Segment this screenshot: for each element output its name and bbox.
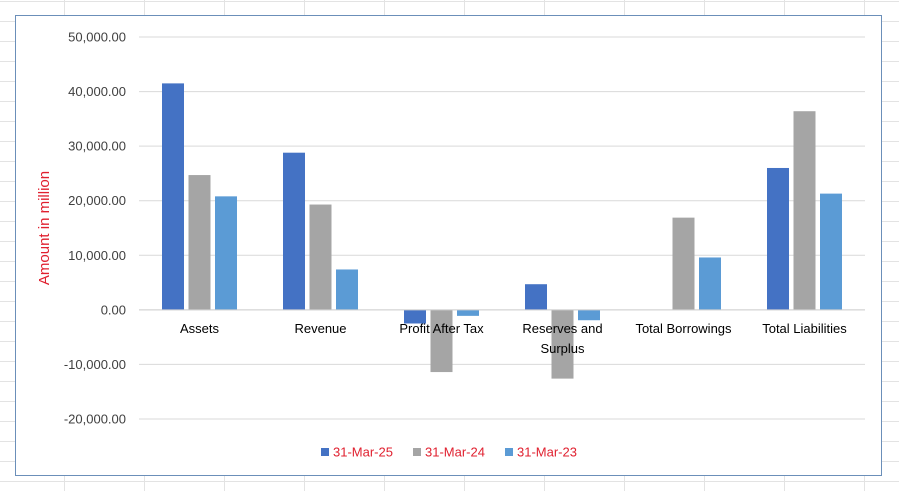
legend-swatch xyxy=(505,448,513,456)
bar[interactable] xyxy=(578,309,600,321)
legend-item[interactable]: 31-Mar-24 xyxy=(413,445,485,460)
chart-area[interactable]: 50,000.00 40,000.00 30,000.00 20,000.00 10,0… xyxy=(15,15,882,476)
category-label: Reserves and Surplus xyxy=(522,321,602,356)
bar[interactable] xyxy=(820,193,842,310)
bar[interactable] xyxy=(525,284,547,310)
category-label: Profit After Tax xyxy=(399,321,484,336)
bar[interactable] xyxy=(188,175,211,310)
legend-item[interactable]: 31-Mar-25 xyxy=(321,445,393,460)
category-labels: Assets Revenue Profit After Tax Reserves an… xyxy=(180,321,847,356)
bar[interactable] xyxy=(672,217,695,310)
bar[interactable] xyxy=(162,83,184,310)
y-tick-label: -20,000.00 xyxy=(64,412,126,427)
bar[interactable] xyxy=(215,196,237,310)
y-tick-label: -10,000.00 xyxy=(64,357,126,372)
bar[interactable] xyxy=(457,309,479,316)
legend-swatch xyxy=(321,448,329,456)
bar[interactable] xyxy=(551,309,574,379)
bar[interactable] xyxy=(793,111,816,310)
category-label: Revenue xyxy=(294,321,346,336)
category-label: Total Borrowings xyxy=(635,321,732,336)
y-axis-tick-labels: 50,000.00 40,000.00 30,000.00 20,000.00 10,0… xyxy=(64,30,126,427)
bars xyxy=(162,83,842,379)
y-tick-label: 10,000.00 xyxy=(68,248,126,263)
category-label: Total Liabilities xyxy=(762,321,847,336)
bar[interactable] xyxy=(767,167,789,310)
y-tick-label: 30,000.00 xyxy=(68,139,126,154)
bar[interactable] xyxy=(699,257,721,310)
y-tick-label: 0.00 xyxy=(101,302,126,317)
gridlines xyxy=(139,36,865,420)
y-tick-label: 50,000.00 xyxy=(68,30,126,45)
legend-item[interactable]: 31-Mar-23 xyxy=(505,445,577,460)
bar[interactable] xyxy=(336,269,358,310)
bar[interactable] xyxy=(309,204,332,310)
category-label: Assets xyxy=(180,321,220,336)
legend[interactable]: 31-Mar-25 31-Mar-24 31-Mar-23 xyxy=(321,445,577,460)
y-tick-label: 20,000.00 xyxy=(68,193,126,208)
bar-chart: 50,000.00 40,000.00 30,000.00 20,000.00 10,0… xyxy=(36,30,865,460)
bar[interactable] xyxy=(404,309,426,324)
bar[interactable] xyxy=(283,152,305,310)
y-tick-label: 40,000.00 xyxy=(68,84,126,99)
y-axis-title: Amount in million xyxy=(36,171,53,285)
legend-label: 31-Mar-24 xyxy=(425,445,485,460)
bar[interactable] xyxy=(430,309,453,373)
legend-label: 31-Mar-23 xyxy=(517,445,577,460)
legend-label: 31-Mar-25 xyxy=(333,445,393,460)
legend-swatch xyxy=(413,448,421,456)
